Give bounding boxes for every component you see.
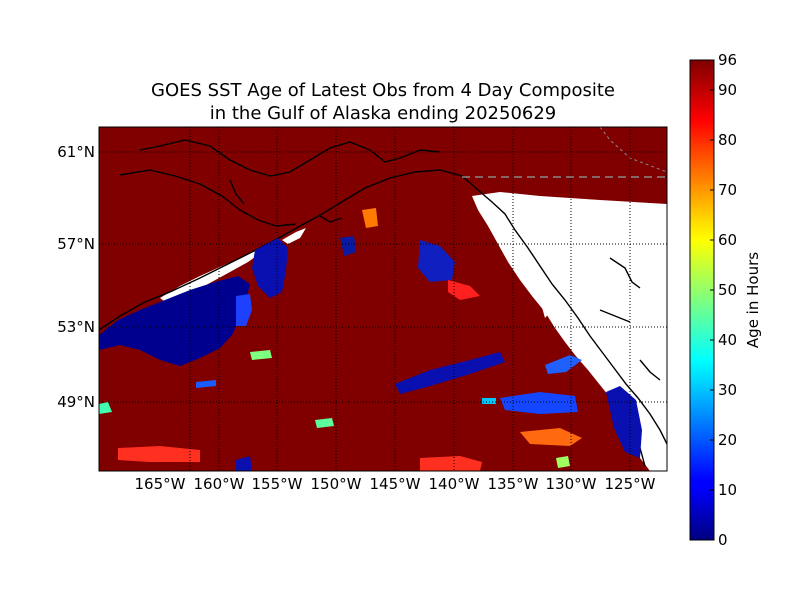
map-title-line-1: GOES SST Age of Latest Obs from 4 Day Co…: [151, 80, 615, 101]
lon-label-140w: 140°W: [429, 475, 480, 493]
green-patch-1: [250, 350, 272, 360]
colorbar-tick-label: 30: [718, 381, 737, 399]
latitude-labels: 61°N 57°N 53°N 49°N: [57, 143, 95, 411]
green-patch-2: [315, 418, 334, 428]
coastal-patch-southeast: [606, 386, 642, 458]
lon-label-165w: 165°W: [135, 475, 186, 493]
lat-label-49: 49°N: [57, 393, 95, 411]
colorbar-tick-label: 70: [718, 181, 737, 199]
red-patch-center: [448, 280, 480, 300]
lon-label-150w: 150°W: [311, 475, 362, 493]
colorbar-label: Age in Hours: [744, 252, 762, 348]
colorbar: 0 10 20 30 40 50 60 70 80 90 96 Age in Hours: [689, 51, 762, 549]
map-panel: [99, 127, 667, 471]
colorbar-tick-label: 40: [718, 331, 737, 349]
recent-obs-patch-center: [418, 240, 455, 282]
green-patch-4: [556, 456, 570, 468]
colorbar-gradient: [689, 59, 715, 541]
colorbar-tick-label: 96: [718, 51, 737, 69]
red-patch-south-1: [118, 446, 200, 462]
colorbar-tick-label: 60: [718, 231, 737, 249]
colorbar-tick-label: 0: [718, 531, 728, 549]
green-patch-3: [99, 402, 112, 414]
lat-label-61: 61°N: [57, 143, 95, 161]
red-patch-south-2: [420, 456, 482, 471]
recent-obs-patch-blue-1: [236, 294, 252, 326]
colorbar-tick-label: 20: [718, 431, 737, 449]
lon-label-135w: 135°W: [488, 475, 539, 493]
recent-obs-patch-east: [500, 392, 578, 414]
lon-label-160w: 160°W: [194, 475, 245, 493]
lon-label-145w: 145°W: [370, 475, 421, 493]
colorbar-tick-label: 80: [718, 131, 737, 149]
longitude-labels: 165°W 160°W 155°W 150°W 145°W 140°W 135°…: [135, 475, 656, 493]
cyan-patch-1: [482, 398, 496, 404]
colorbar-tick-label: 50: [718, 281, 737, 299]
lat-label-53: 53°N: [57, 318, 95, 336]
recent-obs-patch-west: [99, 276, 250, 366]
colorbar-ticks: 0 10 20 30 40 50 60 70 80 90 96: [710, 51, 737, 549]
lon-label-155w: 155°W: [252, 475, 303, 493]
orange-patch-north: [362, 208, 378, 228]
recent-obs-patch-peninsula: [252, 238, 288, 298]
blue-streak-1: [196, 380, 216, 388]
blue-patch-south: [236, 456, 252, 471]
map-frame: [98, 126, 668, 472]
coastlines: [99, 139, 667, 467]
alaska-peninsula-land: [160, 244, 268, 304]
graticule: [99, 127, 667, 471]
recent-obs-band: [395, 352, 505, 394]
island-land-1: [540, 296, 552, 318]
lon-label-130w: 130°W: [546, 475, 597, 493]
province-border: [599, 127, 667, 173]
orange-patch-south: [520, 428, 582, 446]
kenai-land: [282, 228, 306, 244]
map-title-line-2: in the Gulf of Alaska ending 20250629: [209, 103, 557, 124]
colorbar-tick-label: 10: [718, 481, 737, 499]
lon-label-125w: 125°W: [605, 475, 656, 493]
lat-label-57: 57°N: [57, 235, 95, 253]
recent-obs-patch-small: [340, 236, 356, 256]
patch-blue-2: [545, 355, 582, 374]
colorbar-tick-label: 90: [718, 81, 737, 99]
data-patches: [99, 208, 642, 471]
